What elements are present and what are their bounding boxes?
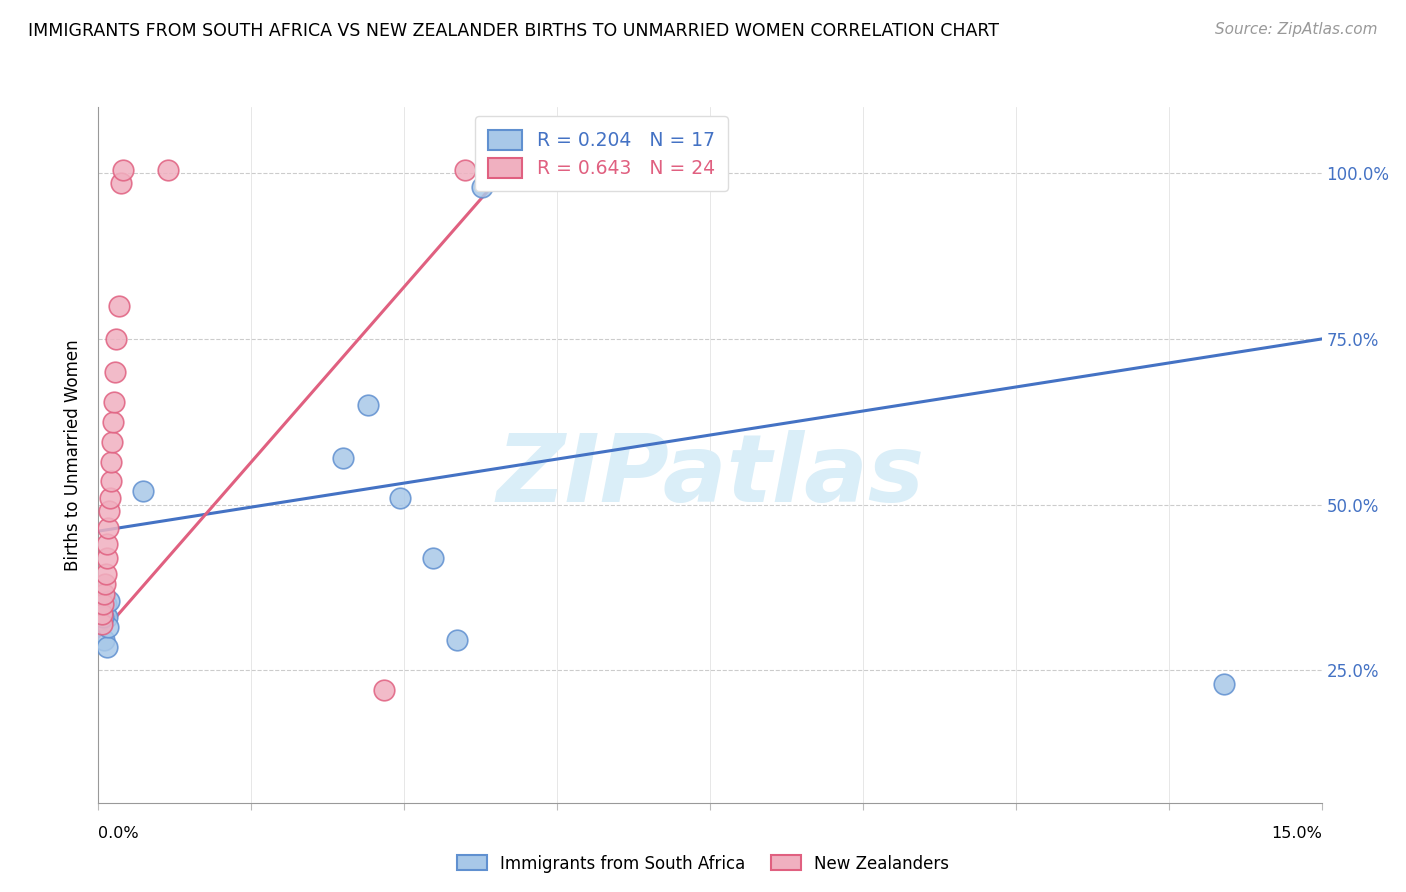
Point — [132, 484, 155, 499]
Point — [98, 593, 121, 607]
Point — [94, 607, 117, 621]
Legend: R = 0.204   N = 17, R = 0.643   N = 24: R = 0.204 N = 17, R = 0.643 N = 24 — [475, 117, 728, 191]
Point — [103, 395, 125, 409]
Point — [373, 683, 395, 698]
Point — [101, 415, 124, 429]
Point — [94, 567, 117, 582]
Point — [1212, 676, 1234, 690]
Point — [105, 332, 128, 346]
Text: ZIPatlas: ZIPatlas — [496, 430, 924, 522]
Text: 15.0%: 15.0% — [1271, 826, 1322, 841]
Point — [96, 640, 118, 654]
Text: IMMIGRANTS FROM SOUTH AFRICA VS NEW ZEALANDER BIRTHS TO UNMARRIED WOMEN CORRELAT: IMMIGRANTS FROM SOUTH AFRICA VS NEW ZEAL… — [28, 22, 1000, 40]
Point — [91, 610, 114, 624]
Point — [111, 163, 134, 178]
Point — [446, 633, 468, 648]
Point — [96, 550, 118, 565]
Point — [101, 434, 124, 449]
Point — [98, 504, 121, 518]
Point — [108, 299, 131, 313]
Text: Source: ZipAtlas.com: Source: ZipAtlas.com — [1215, 22, 1378, 37]
Point — [389, 491, 412, 505]
Point — [98, 491, 121, 505]
Point — [156, 163, 179, 178]
Point — [110, 176, 132, 190]
Point — [94, 577, 117, 591]
Point — [356, 398, 378, 412]
Point — [454, 163, 477, 178]
Legend: Immigrants from South Africa, New Zealanders: Immigrants from South Africa, New Zealan… — [450, 848, 956, 880]
Text: 0.0%: 0.0% — [98, 826, 139, 841]
Point — [91, 604, 114, 618]
Point — [94, 597, 117, 611]
Point — [91, 607, 114, 621]
Point — [90, 616, 112, 631]
Point — [91, 597, 114, 611]
Point — [97, 521, 120, 535]
Point — [471, 179, 494, 194]
Point — [422, 550, 444, 565]
Point — [97, 620, 120, 634]
Point — [100, 454, 122, 468]
Point — [96, 610, 118, 624]
Y-axis label: Births to Unmarried Women: Births to Unmarried Women — [65, 339, 83, 571]
Point — [332, 451, 354, 466]
Point — [93, 587, 115, 601]
Point — [96, 537, 118, 551]
Point — [100, 475, 122, 489]
Point — [93, 633, 115, 648]
Point — [104, 365, 127, 379]
